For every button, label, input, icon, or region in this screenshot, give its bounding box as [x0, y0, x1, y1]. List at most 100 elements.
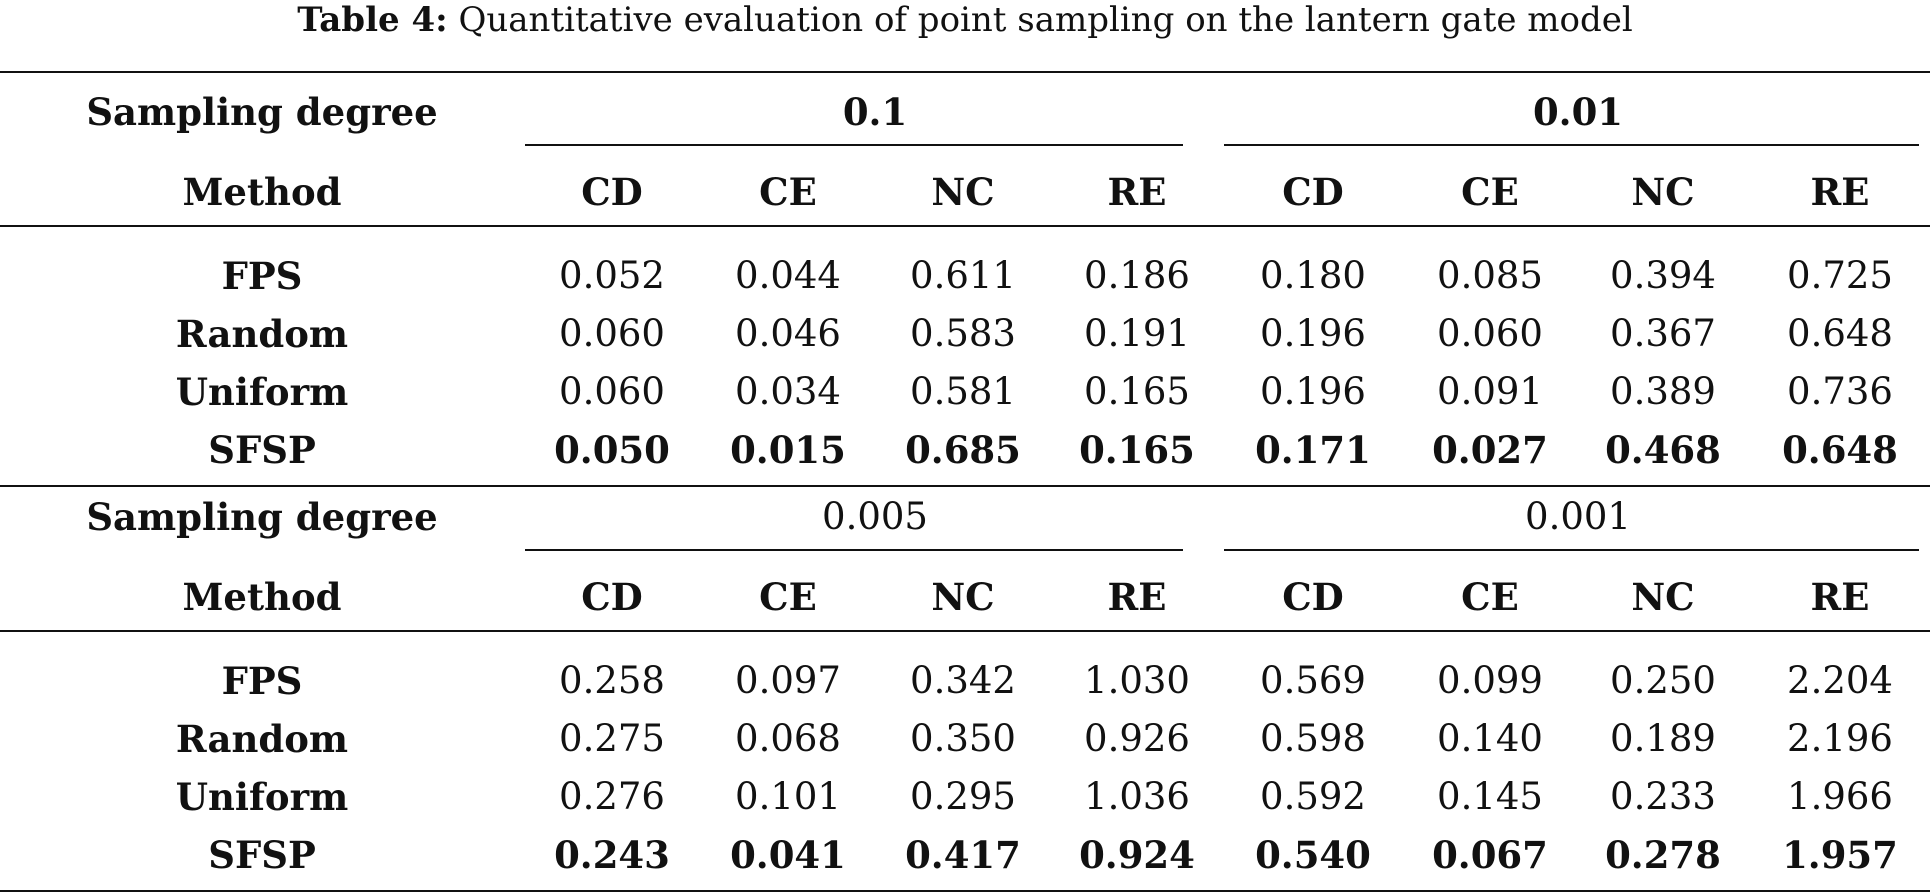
group-rule: [525, 144, 1183, 146]
caption-label: Table 4:: [297, 0, 448, 40]
value-cell: 0.468: [1605, 428, 1721, 472]
value-cell: 0.097: [735, 659, 841, 702]
value-cell: 0.417: [905, 833, 1021, 877]
value-cell: 0.250: [1610, 659, 1716, 702]
metric-header: NC: [1631, 575, 1695, 619]
value-cell: 0.275: [559, 717, 665, 760]
metric-header: NC: [931, 575, 995, 619]
metric-header: RE: [1810, 575, 1870, 619]
metric-header: RE: [1107, 575, 1167, 619]
value-cell: 0.598: [1260, 717, 1366, 760]
value-cell: 0.060: [559, 370, 665, 413]
value-cell: 0.540: [1255, 833, 1371, 877]
method-name: FPS: [221, 254, 303, 298]
value-cell: 0.044: [735, 254, 841, 297]
value-cell: 0.924: [1079, 833, 1195, 877]
value-cell: 1.957: [1782, 833, 1898, 877]
value-cell: 1.030: [1084, 659, 1190, 702]
value-cell: 0.592: [1260, 775, 1366, 818]
metric-header: RE: [1107, 170, 1167, 214]
value-cell: 0.611: [910, 254, 1016, 297]
metric-header: NC: [931, 170, 995, 214]
value-cell: 0.389: [1610, 370, 1716, 413]
value-cell: 0.278: [1605, 833, 1721, 877]
table-caption: Table 4: Quantitative evaluation of poin…: [0, 0, 1930, 40]
value-cell: 0.648: [1787, 312, 1893, 355]
caption-text: Quantitative evaluation of point samplin…: [458, 0, 1633, 40]
value-cell: 0.165: [1079, 428, 1195, 472]
group-rule: [1224, 549, 1919, 551]
method-header: Method: [182, 575, 342, 619]
header-rule: [0, 225, 1930, 227]
value-cell: 0.926: [1084, 717, 1190, 760]
sampling-degree-value: 0.1: [842, 90, 908, 134]
group-rule: [525, 549, 1183, 551]
value-cell: 2.204: [1787, 659, 1893, 702]
value-cell: 0.196: [1260, 312, 1366, 355]
value-cell: 0.165: [1084, 370, 1190, 413]
value-cell: 0.052: [559, 254, 665, 297]
value-cell: 0.243: [554, 833, 670, 877]
value-cell: 0.180: [1260, 254, 1366, 297]
sampling-degree-value: 0.01: [1532, 90, 1624, 134]
method-name: SFSP: [208, 833, 316, 877]
value-cell: 0.099: [1437, 659, 1543, 702]
sampling-degree-value: 0.001: [1525, 495, 1631, 538]
value-cell: 0.060: [559, 312, 665, 355]
metric-header: CE: [759, 575, 817, 619]
sampling-degree-label: Sampling degree: [86, 495, 438, 539]
metric-header: CD: [1282, 575, 1344, 619]
value-cell: 0.258: [559, 659, 665, 702]
group-rule: [1224, 144, 1919, 146]
value-cell: 0.101: [735, 775, 841, 818]
value-cell: 1.966: [1787, 775, 1893, 818]
metric-header: NC: [1631, 170, 1695, 214]
value-cell: 0.342: [910, 659, 1016, 702]
block-separator-rule: [0, 485, 1930, 487]
metric-header: CE: [1461, 575, 1519, 619]
value-cell: 0.085: [1437, 254, 1543, 297]
value-cell: 0.041: [730, 833, 846, 877]
value-cell: 0.276: [559, 775, 665, 818]
header-rule: [0, 630, 1930, 632]
value-cell: 0.295: [910, 775, 1016, 818]
metric-header: CE: [1461, 170, 1519, 214]
value-cell: 0.583: [910, 312, 1016, 355]
method-name: Uniform: [175, 370, 349, 414]
metric-header: RE: [1810, 170, 1870, 214]
value-cell: 0.233: [1610, 775, 1716, 818]
sampling-degree-label: Sampling degree: [86, 90, 438, 134]
method-name: Random: [175, 717, 349, 761]
metric-header: CD: [581, 170, 643, 214]
value-cell: 0.189: [1610, 717, 1716, 760]
method-header: Method: [182, 170, 342, 214]
method-name: SFSP: [208, 428, 316, 472]
value-cell: 0.581: [910, 370, 1016, 413]
value-cell: 0.027: [1432, 428, 1548, 472]
value-cell: 0.015: [730, 428, 846, 472]
value-cell: 0.140: [1437, 717, 1543, 760]
value-cell: 0.034: [735, 370, 841, 413]
value-cell: 0.171: [1255, 428, 1371, 472]
value-cell: 0.060: [1437, 312, 1543, 355]
value-cell: 0.367: [1610, 312, 1716, 355]
value-cell: 0.068: [735, 717, 841, 760]
value-cell: 0.145: [1437, 775, 1543, 818]
value-cell: 0.569: [1260, 659, 1366, 702]
value-cell: 0.050: [554, 428, 670, 472]
value-cell: 0.091: [1437, 370, 1543, 413]
method-name: Random: [175, 312, 349, 356]
metric-header: CE: [759, 170, 817, 214]
method-name: Uniform: [175, 775, 349, 819]
top-rule: [0, 71, 1930, 73]
value-cell: 0.394: [1610, 254, 1716, 297]
value-cell: 0.067: [1432, 833, 1548, 877]
value-cell: 0.725: [1787, 254, 1893, 297]
value-cell: 0.196: [1260, 370, 1366, 413]
value-cell: 0.685: [905, 428, 1021, 472]
value-cell: 2.196: [1787, 717, 1893, 760]
metric-header: CD: [581, 575, 643, 619]
value-cell: 0.191: [1084, 312, 1190, 355]
metric-header: CD: [1282, 170, 1344, 214]
value-cell: 0.186: [1084, 254, 1190, 297]
